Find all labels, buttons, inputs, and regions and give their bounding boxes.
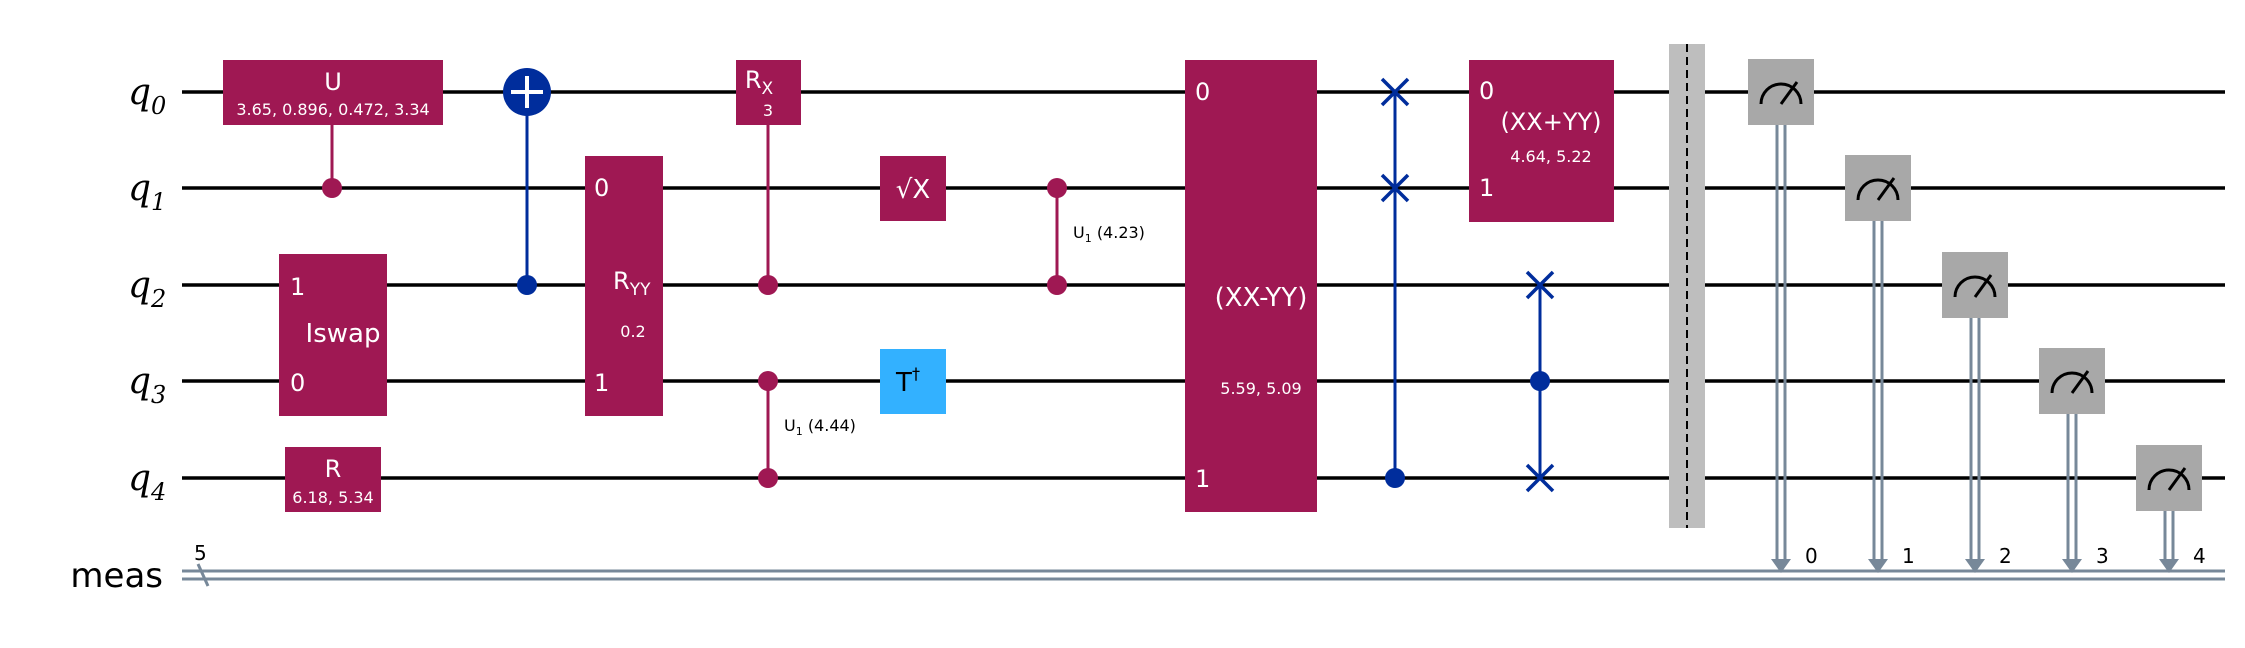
arrow-down-icon (1868, 559, 1888, 573)
tdg-gate-label: T† (895, 364, 920, 398)
svg-text:q3: q3 (128, 361, 166, 409)
u-gate: U 3.65, 0.896, 0.472, 3.34 (223, 60, 443, 198)
crx-control-dot (758, 275, 778, 295)
cu1-b-dot-bottom (1047, 275, 1067, 295)
r-gate: R 6.18, 5.34 (285, 447, 381, 512)
arrow-down-icon (1965, 559, 1985, 573)
cu1-gate-b: U1 (4.23) (1047, 178, 1145, 295)
cu1-b-dot-top (1047, 178, 1067, 198)
qubit-label-q3: q3 (128, 361, 166, 409)
xx-plus-yy-gate: 0 1 (XX+YY) 4.64, 5.22 (1469, 60, 1614, 222)
qubit-label-q0: q0 (128, 72, 166, 120)
r-gate-label: R (325, 455, 342, 483)
rx-gate-label: RX (745, 66, 774, 99)
meter-icon (2147, 467, 2191, 491)
arrow-down-icon (2159, 559, 2179, 573)
sx-gate-label: √X (896, 175, 930, 205)
measure-bit-label: 0 (1805, 544, 1818, 568)
u-gate-params: 3.65, 0.896, 0.472, 3.34 (236, 100, 429, 119)
xx-plus-yy-label: (XX+YY) (1500, 108, 1601, 136)
classical-register-label: meas (70, 556, 163, 596)
cnot-control-dot (517, 275, 537, 295)
svg-text:q1: q1 (128, 168, 166, 216)
iswap-top-index: 1 (290, 273, 305, 301)
classical-register-size: 5 (194, 541, 207, 565)
meter-icon (1856, 177, 1900, 201)
measure-bit-label: 2 (1999, 544, 2012, 568)
xx-minus-yy-bottom-index: 1 (1195, 465, 1210, 493)
measure-bit-label: 4 (2193, 544, 2206, 568)
u-gate-control-dot (322, 178, 342, 198)
qubit-label-q2: q2 (128, 265, 166, 313)
measure-gate-q0: 0 (1748, 59, 1818, 573)
meter-icon (1759, 81, 1803, 105)
meter-icon (1953, 274, 1997, 298)
xx-minus-yy-top-index: 0 (1195, 78, 1210, 106)
xx-minus-yy-gate: 0 1 (XX-YY) 5.59, 5.09 (1185, 60, 1317, 512)
svg-text:q2: q2 (128, 265, 166, 313)
cu1-gate-a: U1 (4.44) (758, 371, 856, 488)
measure-gate-q4: 4 (2136, 445, 2206, 573)
tdg-gate: T† (880, 349, 946, 414)
swap-cross-icon (1525, 270, 1555, 493)
cswap-gate-a (1380, 77, 1410, 488)
r-gate-params: 6.18, 5.34 (292, 488, 373, 507)
barrier (1669, 44, 1705, 528)
iswap-label: Iswap (306, 319, 381, 349)
xx-plus-yy-top-index: 0 (1479, 77, 1494, 105)
sx-gate: √X (880, 156, 946, 221)
measure-gate-q2: 2 (1942, 252, 2012, 573)
ryy-bottom-index: 1 (594, 369, 609, 397)
measure-bit-label: 3 (2096, 544, 2109, 568)
rx-gate-params: 3 (763, 101, 773, 120)
cu1-b-label: U1 (4.23) (1073, 223, 1145, 245)
measure-gate-q1: 1 (1845, 155, 1915, 573)
qubit-label-q4: q4 (128, 458, 166, 506)
measure-bit-label: 1 (1902, 544, 1915, 568)
xx-plus-yy-params: 4.64, 5.22 (1510, 147, 1591, 166)
iswap-gate: 1 0 Iswap (279, 254, 387, 416)
ryy-label: RYY (613, 267, 651, 300)
ryy-gate: 0 1 RYY 0.2 (585, 156, 663, 416)
measurements: 0 1 2 3 4 (1748, 59, 2206, 573)
xx-minus-yy-label: (XX-YY) (1215, 283, 1308, 313)
cu1-a-label: U1 (4.44) (784, 416, 856, 438)
u-gate-label: U (324, 68, 342, 96)
arrow-down-icon (1771, 559, 1791, 573)
cu1-a-dot-top (758, 371, 778, 391)
measure-gate-q3: 3 (2039, 348, 2109, 573)
bus-slash (196, 563, 210, 587)
cswap-a-control-dot (1385, 468, 1405, 488)
iswap-bottom-index: 0 (290, 369, 305, 397)
arrow-down-icon (2062, 559, 2082, 573)
xx-minus-yy-params: 5.59, 5.09 (1220, 379, 1301, 398)
qubit-label-q1: q1 (128, 168, 166, 216)
classical-wire: 5 (182, 541, 2225, 587)
svg-text:q0: q0 (128, 72, 166, 120)
swap-cross-icon (1380, 77, 1410, 203)
svg-text:q4: q4 (128, 458, 166, 506)
crx-gate: RX 3 (736, 60, 801, 295)
cu1-a-dot-bottom (758, 468, 778, 488)
cswap-b-control-dot (1530, 371, 1550, 391)
ryy-top-index: 0 (594, 174, 609, 202)
meter-icon (2050, 370, 2094, 394)
cswap-gate-b (1525, 270, 1555, 493)
cnot-gate (503, 68, 551, 295)
ryy-params: 0.2 (620, 322, 645, 341)
xx-plus-yy-bottom-index: 1 (1479, 174, 1494, 202)
